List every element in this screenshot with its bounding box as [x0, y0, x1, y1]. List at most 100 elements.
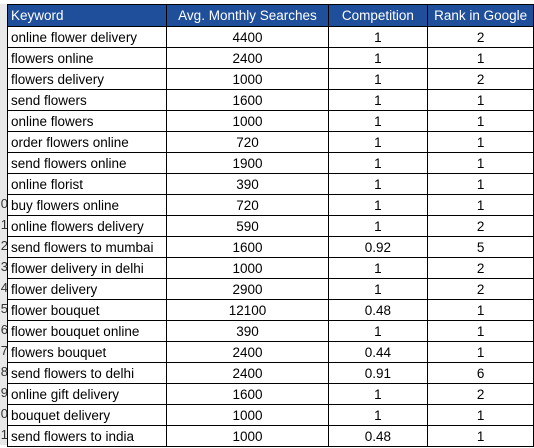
searches-cell[interactable]: 1600: [166, 236, 329, 258]
searches-cell[interactable]: 1600: [166, 89, 329, 111]
rank-cell[interactable]: 1: [427, 320, 534, 342]
competition-cell[interactable]: 1: [327, 26, 429, 48]
searches-cell[interactable]: 4400: [166, 26, 329, 48]
competition-cell[interactable]: 1: [327, 215, 429, 237]
searches-cell[interactable]: 1000: [166, 257, 329, 279]
row-number[interactable]: [0, 172, 8, 193]
keyword-cell[interactable]: bouquet delivery: [6, 404, 168, 426]
keyword-cell[interactable]: online florist: [6, 173, 168, 195]
searches-cell[interactable]: 2400: [166, 362, 329, 384]
searches-cell[interactable]: 1000: [166, 110, 329, 132]
rank-cell[interactable]: 1: [427, 89, 534, 111]
row-number[interactable]: 1: [0, 214, 8, 235]
searches-cell[interactable]: 1600: [166, 383, 329, 405]
competition-cell[interactable]: 0.91: [327, 362, 429, 384]
searches-cell[interactable]: 1000: [166, 425, 329, 447]
row-number[interactable]: 0: [0, 403, 8, 424]
searches-cell[interactable]: 720: [166, 131, 329, 153]
rank-cell[interactable]: 2: [427, 278, 534, 300]
searches-cell[interactable]: 1900: [166, 152, 329, 174]
searches-cell[interactable]: 2400: [166, 341, 329, 363]
row-number[interactable]: 1: [0, 424, 8, 445]
competition-cell[interactable]: 0.44: [327, 341, 429, 363]
searches-cell[interactable]: 390: [166, 320, 329, 342]
row-number[interactable]: [0, 46, 8, 67]
rank-cell[interactable]: 1: [427, 110, 534, 132]
searches-cell[interactable]: 590: [166, 215, 329, 237]
keyword-cell[interactable]: buy flowers online: [6, 194, 168, 216]
competition-cell[interactable]: 0.48: [327, 299, 429, 321]
keyword-cell[interactable]: flower bouquet: [6, 299, 168, 321]
keyword-cell[interactable]: send flowers online: [6, 152, 168, 174]
rank-cell[interactable]: 1: [427, 173, 534, 195]
row-number[interactable]: [0, 25, 8, 46]
searches-cell[interactable]: 390: [166, 173, 329, 195]
competition-cell[interactable]: 1: [327, 404, 429, 426]
searches-cell[interactable]: 720: [166, 194, 329, 216]
competition-cell[interactable]: 1: [327, 131, 429, 153]
rank-cell[interactable]: 2: [427, 215, 534, 237]
rank-cell[interactable]: 1: [427, 131, 534, 153]
competition-cell[interactable]: 1: [327, 89, 429, 111]
row-number[interactable]: 7: [0, 340, 8, 361]
competition-cell[interactable]: 1: [327, 173, 429, 195]
keyword-cell[interactable]: online flower delivery: [6, 26, 168, 48]
keyword-cell[interactable]: flower delivery: [6, 278, 168, 300]
row-number[interactable]: 0: [0, 193, 8, 214]
competition-cell[interactable]: 1: [327, 68, 429, 90]
rank-cell[interactable]: 5: [427, 236, 534, 258]
rank-cell[interactable]: 1: [427, 194, 534, 216]
keyword-cell[interactable]: online flowers: [6, 110, 168, 132]
keyword-cell[interactable]: flowers delivery: [6, 68, 168, 90]
competition-cell[interactable]: 1: [327, 194, 429, 216]
competition-cell[interactable]: 1: [327, 152, 429, 174]
row-number[interactable]: [0, 109, 8, 130]
keyword-cell[interactable]: flowers online: [6, 47, 168, 69]
competition-cell[interactable]: 0.48: [327, 425, 429, 447]
rank-cell[interactable]: 1: [427, 299, 534, 321]
keyword-cell[interactable]: send flowers to mumbai: [6, 236, 168, 258]
searches-cell[interactable]: 2400: [166, 47, 329, 69]
rank-cell[interactable]: 1: [427, 425, 534, 447]
keyword-cell[interactable]: flowers bouquet: [6, 341, 168, 363]
row-number[interactable]: 4: [0, 277, 8, 298]
row-number[interactable]: [0, 151, 8, 172]
rank-cell[interactable]: 1: [427, 404, 534, 426]
header-rank-in-google[interactable]: Rank in Google: [427, 4, 534, 27]
rank-cell[interactable]: 1: [427, 341, 534, 363]
row-number[interactable]: 9: [0, 382, 8, 403]
header-keyword[interactable]: Keyword: [6, 4, 168, 27]
keyword-cell[interactable]: online flowers delivery: [6, 215, 168, 237]
keyword-cell[interactable]: send flowers to india: [6, 425, 168, 447]
header-avg-monthly-searches[interactable]: Avg. Monthly Searches: [166, 4, 329, 27]
keyword-cell[interactable]: order flowers online: [6, 131, 168, 153]
rank-cell[interactable]: 2: [427, 26, 534, 48]
row-number[interactable]: 3: [0, 256, 8, 277]
row-number[interactable]: 6: [0, 319, 8, 340]
keyword-cell[interactable]: flower delivery in delhi: [6, 257, 168, 279]
competition-cell[interactable]: 1: [327, 257, 429, 279]
searches-cell[interactable]: 1000: [166, 404, 329, 426]
row-number[interactable]: 2: [0, 235, 8, 256]
rank-cell[interactable]: 1: [427, 152, 534, 174]
competition-cell[interactable]: 1: [327, 47, 429, 69]
keyword-cell[interactable]: flower bouquet online: [6, 320, 168, 342]
searches-cell[interactable]: 12100: [166, 299, 329, 321]
keyword-cell[interactable]: online gift delivery: [6, 383, 168, 405]
rank-cell[interactable]: 1: [427, 47, 534, 69]
competition-cell[interactable]: 1: [327, 320, 429, 342]
header-competition[interactable]: Competition: [327, 4, 429, 27]
rank-cell[interactable]: 2: [427, 383, 534, 405]
row-number[interactable]: [0, 67, 8, 88]
row-number[interactable]: [0, 130, 8, 151]
competition-cell[interactable]: 1: [327, 110, 429, 132]
searches-cell[interactable]: 2900: [166, 278, 329, 300]
rank-cell[interactable]: 2: [427, 257, 534, 279]
rank-cell[interactable]: 6: [427, 362, 534, 384]
keyword-cell[interactable]: send flowers to delhi: [6, 362, 168, 384]
competition-cell[interactable]: 1: [327, 383, 429, 405]
searches-cell[interactable]: 1000: [166, 68, 329, 90]
row-number[interactable]: 5: [0, 298, 8, 319]
row-number[interactable]: [0, 88, 8, 109]
rank-cell[interactable]: 2: [427, 68, 534, 90]
